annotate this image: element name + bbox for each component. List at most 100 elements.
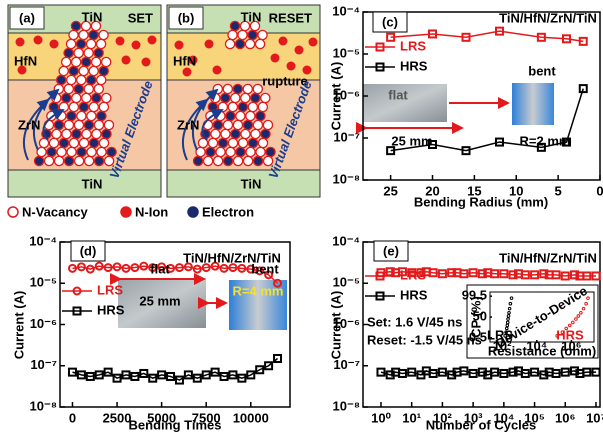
n-vacancy bbox=[94, 84, 103, 93]
n-vacancy bbox=[223, 84, 232, 93]
electron bbox=[34, 156, 43, 165]
layer-label: HfN bbox=[173, 53, 196, 68]
electron bbox=[49, 102, 58, 111]
n-vacancy bbox=[72, 57, 81, 66]
n-vacancy bbox=[251, 129, 260, 138]
x-tick-label: 10000 bbox=[233, 410, 269, 425]
x-tick-label: 0 bbox=[69, 410, 76, 425]
annotation: R=2 mm bbox=[520, 133, 571, 148]
n-vacancy bbox=[258, 138, 267, 147]
electron bbox=[72, 129, 81, 138]
electron bbox=[248, 138, 257, 147]
y-tick-label: 10⁻⁴ bbox=[29, 233, 57, 248]
n-vacancy bbox=[66, 39, 75, 48]
n-vacancy bbox=[79, 66, 88, 75]
layer-label: ZrN bbox=[177, 117, 199, 132]
n-vacancy bbox=[74, 156, 83, 165]
n-vacancy bbox=[211, 129, 220, 138]
y-tick-label: 10⁻⁴ bbox=[332, 233, 360, 248]
electron bbox=[193, 156, 202, 165]
electron bbox=[94, 48, 103, 57]
n-vacancy bbox=[79, 138, 88, 147]
y-tick-label: 10⁻⁵ bbox=[333, 275, 360, 290]
annotation: flat bbox=[150, 261, 170, 276]
annotation: flat bbox=[388, 87, 408, 102]
y-axis-label: Current (A) bbox=[11, 291, 26, 360]
electron bbox=[84, 120, 93, 129]
n-vacancy bbox=[216, 147, 225, 156]
n-vacancy bbox=[253, 120, 262, 129]
n-vacancy bbox=[248, 102, 257, 111]
electron bbox=[94, 156, 103, 165]
electron bbox=[64, 156, 73, 165]
n-vacancy bbox=[104, 120, 113, 129]
n-vacancy bbox=[102, 57, 111, 66]
n-vacancy bbox=[89, 102, 98, 111]
n-vacancy bbox=[69, 102, 78, 111]
n-vacancy bbox=[64, 84, 73, 93]
n-vacancy bbox=[89, 66, 98, 75]
figure: (a)SETTiNHfNZrNTiNVirtual Electrode(b)RE… bbox=[0, 0, 603, 434]
electron bbox=[99, 66, 108, 75]
x-tick-label: 10⁷ bbox=[586, 410, 603, 425]
n-ion bbox=[121, 207, 131, 217]
electron bbox=[231, 129, 240, 138]
x-axis-label: Bending Times bbox=[129, 417, 222, 432]
n-vacancy bbox=[233, 156, 242, 165]
electron bbox=[238, 102, 247, 111]
electron bbox=[87, 75, 96, 84]
n-ion bbox=[122, 56, 131, 65]
n-vacancy bbox=[238, 138, 247, 147]
electron bbox=[102, 129, 111, 138]
n-vacancy bbox=[87, 111, 96, 120]
n-vacancy bbox=[203, 156, 212, 165]
electron bbox=[261, 129, 270, 138]
n-ion bbox=[16, 38, 25, 47]
y-tick-label: 10⁻⁶ bbox=[30, 316, 57, 331]
electron bbox=[188, 207, 198, 217]
n-vacancy bbox=[97, 75, 106, 84]
mode-label: RESET bbox=[269, 10, 312, 25]
annotation: bent bbox=[251, 261, 279, 276]
n-vacancy bbox=[241, 129, 250, 138]
layer-label: ZrN bbox=[18, 117, 40, 132]
n-vacancy bbox=[57, 147, 66, 156]
n-vacancy bbox=[74, 48, 83, 57]
n-vacancy bbox=[67, 147, 76, 156]
electron bbox=[57, 75, 66, 84]
annotation: 25 mm bbox=[391, 133, 432, 148]
n-ion bbox=[205, 40, 214, 49]
n-vacancy bbox=[44, 156, 53, 165]
electron bbox=[218, 138, 227, 147]
n-vacancy bbox=[226, 147, 235, 156]
n-ion bbox=[183, 68, 192, 77]
n-vacancy bbox=[253, 84, 262, 93]
layer-label: TiN bbox=[82, 176, 103, 191]
n-vacancy bbox=[246, 111, 255, 120]
n-vacancy bbox=[52, 129, 61, 138]
n-vacancy bbox=[241, 93, 250, 102]
electron bbox=[221, 93, 230, 102]
electron bbox=[79, 102, 88, 111]
n-vacancy bbox=[246, 147, 255, 156]
n-vacancy bbox=[92, 57, 101, 66]
n-ion bbox=[279, 37, 288, 46]
n-vacancy bbox=[84, 48, 93, 57]
n-vacancy bbox=[77, 75, 86, 84]
n-vacancy bbox=[102, 93, 111, 102]
n-vacancy bbox=[8, 207, 18, 217]
y-tick-label: 10⁻⁷ bbox=[30, 357, 57, 372]
n-vacancy bbox=[213, 156, 222, 165]
x-tick-label: 10¹ bbox=[402, 410, 421, 425]
y-tick-label: 10⁻⁸ bbox=[333, 398, 360, 413]
y-tick-label: 10⁻⁵ bbox=[30, 275, 57, 290]
photo bbox=[512, 83, 554, 125]
y-tick-label: 10⁻⁷ bbox=[333, 129, 360, 144]
y-tick-label: 10⁻⁵ bbox=[333, 45, 360, 60]
electron bbox=[223, 156, 232, 165]
legend-label: HRS bbox=[400, 287, 428, 302]
n-vacancy bbox=[99, 138, 108, 147]
electron bbox=[213, 120, 222, 129]
n-vacancy bbox=[99, 102, 108, 111]
electron bbox=[208, 102, 217, 111]
